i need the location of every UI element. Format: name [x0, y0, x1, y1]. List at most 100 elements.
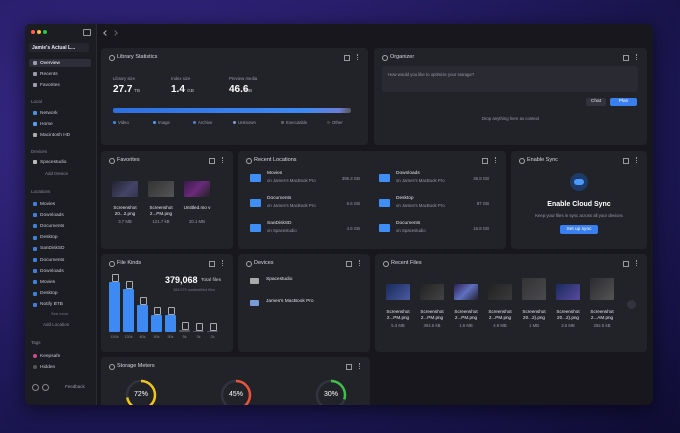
file-kind-bar[interactable] — [207, 331, 218, 332]
file-kind-bar[interactable] — [123, 288, 134, 332]
panel-icon — [519, 158, 525, 164]
file-kind-icon — [112, 274, 119, 282]
expand-button[interactable] — [209, 261, 215, 267]
sync-button[interactable] — [42, 384, 49, 391]
location-size: 87 GB — [476, 201, 489, 206]
location-item-icon — [33, 291, 37, 296]
file-thumbnail[interactable] — [590, 278, 614, 300]
location-name[interactable]: Movies — [267, 171, 283, 176]
local-item-icon — [33, 133, 37, 137]
sidebar-toggle[interactable] — [83, 29, 91, 36]
file-kind-bar[interactable] — [165, 315, 176, 332]
file-name: Untitled.mo v — [183, 205, 211, 210]
file-thumbnail[interactable] — [420, 284, 444, 300]
feedback[interactable]: Feedback — [65, 384, 85, 389]
location-item-icon — [33, 202, 37, 206]
chat-button[interactable]: Chat — [586, 98, 606, 106]
location-item[interactable]: Desktop — [40, 235, 58, 241]
file-thumbnail[interactable] — [148, 181, 174, 197]
file-kind-bar[interactable] — [137, 305, 148, 332]
storage-bar — [113, 108, 351, 113]
file-thumbnail[interactable] — [112, 181, 138, 197]
location-name[interactable]: SanDiskSD — [267, 221, 292, 226]
location-device: on James's MacBook Pro — [396, 203, 445, 208]
location-name[interactable]: Desktop — [396, 196, 414, 201]
window-control[interactable] — [43, 30, 47, 34]
folder-icon[interactable] — [250, 174, 261, 182]
file-thumbnail[interactable] — [556, 284, 580, 300]
window-control[interactable] — [31, 30, 35, 34]
device-item[interactable]: Spacestudio — [40, 159, 67, 165]
file-kind-bar[interactable] — [151, 315, 162, 332]
location-name[interactable]: Documents — [267, 196, 292, 201]
file-thumbnail[interactable] — [454, 284, 478, 300]
window: Jamie's Actual L... Overview Recents Favori… — [25, 24, 653, 405]
prompt-input[interactable] — [382, 66, 638, 92]
sync-button[interactable]: Set up sync — [560, 225, 598, 234]
more-button[interactable] — [357, 54, 359, 60]
more-button[interactable] — [359, 363, 361, 369]
local-item[interactable]: Network — [40, 110, 58, 116]
tag-item[interactable]: Keepsafe — [40, 353, 61, 359]
more-button[interactable] — [495, 157, 497, 163]
expand-button[interactable] — [209, 158, 215, 164]
location-item[interactable]: Downloads — [40, 268, 64, 274]
settings-button[interactable] — [32, 384, 39, 391]
location-name[interactable]: Documents — [396, 221, 421, 226]
device-name[interactable]: Spacestudio — [266, 277, 293, 282]
location-item[interactable]: Notify BTB — [40, 302, 63, 308]
tag-item[interactable]: Hidden — [40, 364, 56, 370]
plan-button[interactable]: Plan — [610, 98, 637, 106]
more-button[interactable] — [636, 157, 638, 163]
folder-icon[interactable] — [250, 224, 261, 232]
more-button[interactable] — [359, 260, 361, 266]
folder-icon[interactable] — [379, 199, 390, 207]
nav-item[interactable]: Favorites — [40, 82, 60, 88]
file-thumbnail[interactable] — [522, 278, 546, 300]
add-device[interactable]: Add Device — [45, 171, 69, 176]
back-button[interactable] — [103, 30, 109, 36]
expand-button[interactable] — [623, 158, 629, 164]
location-item[interactable]: Movies — [40, 279, 56, 285]
file-thumbnail[interactable] — [184, 181, 210, 197]
expand-button[interactable] — [623, 261, 629, 267]
location-item[interactable]: Desktop — [40, 291, 58, 297]
expand-button[interactable] — [346, 261, 352, 267]
location-name[interactable]: Downloads — [396, 171, 420, 176]
file-thumbnail[interactable] — [488, 284, 512, 300]
location-item-icon — [33, 269, 37, 274]
next-button[interactable] — [627, 300, 636, 309]
forward-button[interactable] — [112, 30, 118, 36]
library-switcher[interactable] — [29, 43, 89, 52]
nav-item[interactable]: Recents — [40, 71, 58, 77]
file-kind-bar[interactable] — [109, 282, 120, 332]
expand-button[interactable] — [623, 55, 629, 61]
location-item[interactable]: Downloads — [40, 212, 64, 218]
expand-button[interactable] — [482, 158, 488, 164]
folder-icon[interactable] — [250, 199, 261, 207]
expand-button[interactable] — [346, 364, 352, 370]
folder-icon[interactable] — [379, 174, 390, 182]
location-item[interactable]: SanDiskSD — [40, 246, 65, 252]
location-item[interactable]: Movies — [40, 201, 56, 207]
more-button[interactable] — [636, 260, 638, 266]
add-location[interactable]: Add Location — [43, 322, 70, 327]
more-button[interactable] — [636, 54, 638, 60]
nav-item[interactable]: Overview — [40, 60, 60, 66]
local-item[interactable]: Macintosh HD — [40, 132, 71, 138]
location-item[interactable]: Documents — [40, 223, 65, 229]
device-name[interactable]: James's MacBook Pro — [266, 299, 314, 304]
folder-icon[interactable] — [379, 224, 390, 232]
local-item[interactable]: Home — [40, 121, 53, 127]
file-kind-bar[interactable] — [193, 331, 204, 332]
more-button[interactable] — [222, 157, 224, 163]
window-control[interactable] — [37, 30, 41, 34]
file-kind-bar[interactable] — [179, 330, 190, 332]
file-thumbnail[interactable] — [386, 284, 410, 300]
see-more[interactable]: See more — [51, 311, 69, 316]
panel-title: Recent Locations — [254, 157, 297, 163]
expand-button[interactable] — [344, 55, 350, 61]
more-button[interactable] — [222, 260, 224, 266]
location-item[interactable]: Documents — [40, 257, 65, 263]
